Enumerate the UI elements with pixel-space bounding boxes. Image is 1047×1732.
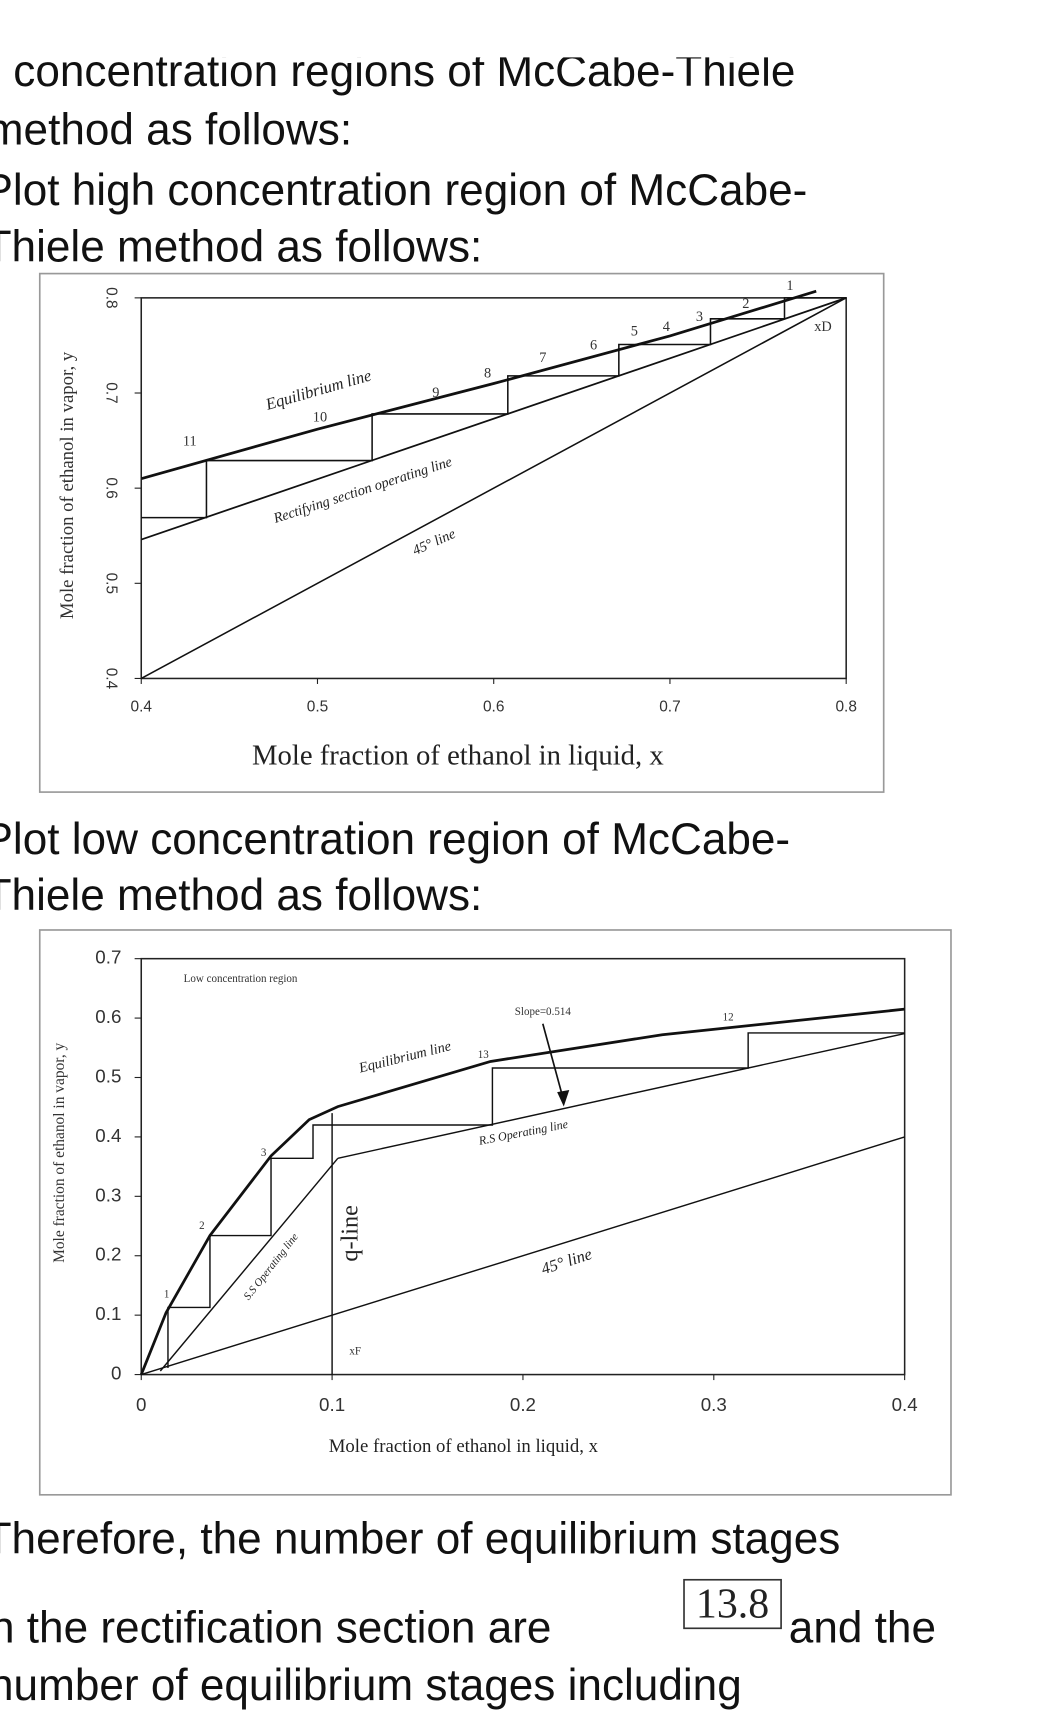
series-line — [141, 297, 847, 519]
series-line — [140, 297, 847, 541]
x-tick-label: 0.2 — [510, 1394, 536, 1415]
annotation: 10 — [313, 409, 327, 425]
x-axis-title: Mole fraction of ethanol in liquid, x — [329, 1436, 599, 1457]
annotation: 7 — [539, 350, 546, 366]
y-tick-label: 0.1 — [95, 1303, 121, 1324]
paragraph-line: Therefore, the number of equilibrium sta… — [0, 1514, 840, 1563]
paragraph-line: in the rectification section are — [0, 1604, 551, 1653]
y-tick-label: 0.2 — [95, 1244, 121, 1265]
answer-box — [683, 1578, 782, 1630]
series-line — [140, 289, 817, 480]
paragraph-line: number of equilibrium stages including — [0, 1661, 742, 1710]
y-tick-label: 0.3 — [95, 1184, 121, 1205]
y-tick-label: 0.5 — [102, 573, 119, 594]
annotation: 2 — [742, 296, 749, 312]
annotation: Slope=0.514 — [515, 1006, 572, 1018]
series-line — [139, 1007, 905, 1376]
series-line — [140, 297, 847, 680]
y-tick-label: 0.8 — [102, 287, 119, 308]
x-tick-label: 0 — [136, 1394, 146, 1415]
annotation: 11 — [183, 434, 197, 450]
paragraph-line: Plot high concentration region of McCabe… — [0, 166, 807, 215]
x-tick-label: 0.4 — [131, 699, 153, 716]
y-tick-label: 0.7 — [95, 947, 121, 968]
x-tick-label: 0.1 — [319, 1394, 345, 1415]
annotation: xD — [814, 319, 832, 335]
x-tick-label: 0.5 — [307, 699, 328, 716]
annotation: 5 — [631, 323, 638, 339]
paragraph-line: and the — [789, 1604, 936, 1653]
annotation: 3 — [696, 309, 703, 325]
y-tick-label: 0.4 — [102, 668, 119, 690]
paragraph-line: method as follows: — [0, 106, 352, 155]
annotation: 9 — [432, 385, 439, 401]
arrow — [542, 1023, 565, 1102]
annotation: Low concentration region — [184, 973, 298, 985]
x-tick-label: 0.3 — [701, 1394, 727, 1415]
annotation: xF — [349, 1346, 361, 1358]
annotation: 1 — [164, 1288, 170, 1300]
y-tick-label: 0.4 — [95, 1125, 121, 1146]
annotation: 1 — [786, 278, 793, 294]
arrow-head — [557, 1089, 570, 1107]
paragraph-line: Plot low concentration region of McCabe- — [0, 815, 790, 864]
y-tick-label: 0.6 — [95, 1006, 121, 1027]
annotation: 3 — [261, 1147, 267, 1159]
x-tick-label: 0.6 — [483, 699, 504, 716]
annotation: 2 — [199, 1220, 205, 1232]
answer: 13.8 — [696, 1581, 769, 1627]
y-tick-label: 0.7 — [102, 382, 119, 403]
annotation: 12 — [723, 1011, 734, 1023]
y-axis-title: Mole fraction of ethanol in vapor, y — [51, 1042, 68, 1262]
y-tick-label: 0.5 — [95, 1065, 121, 1086]
x-tick-label: 0.4 — [892, 1394, 918, 1415]
y-tick-label: 0 — [111, 1363, 121, 1384]
paragraph-line: Thiele method as follows: — [0, 222, 482, 271]
x-tick-label: 0.7 — [659, 699, 680, 716]
x-tick-label: 0.8 — [835, 699, 856, 716]
y-tick-label: 0.6 — [102, 477, 119, 498]
line-label: q-line — [336, 1205, 363, 1262]
series-line — [167, 1032, 905, 1369]
series-line — [337, 1032, 905, 1160]
annotation: 8 — [484, 365, 491, 381]
annotation: 4 — [663, 319, 670, 335]
crop-mask — [0, 0, 1047, 58]
y-axis-title: Mole fraction of ethanol in vapor, y — [57, 351, 78, 619]
series-line — [141, 1136, 905, 1376]
chart-frame — [38, 929, 952, 1496]
annotation: 6 — [590, 338, 597, 354]
annotation: 13 — [478, 1049, 490, 1061]
chart-frame — [38, 272, 885, 793]
x-axis-title: Mole fraction of ethanol in liquid, x — [252, 740, 664, 772]
paragraph-line: Thiele method as follows: — [0, 871, 482, 920]
series-line — [159, 1157, 339, 1372]
